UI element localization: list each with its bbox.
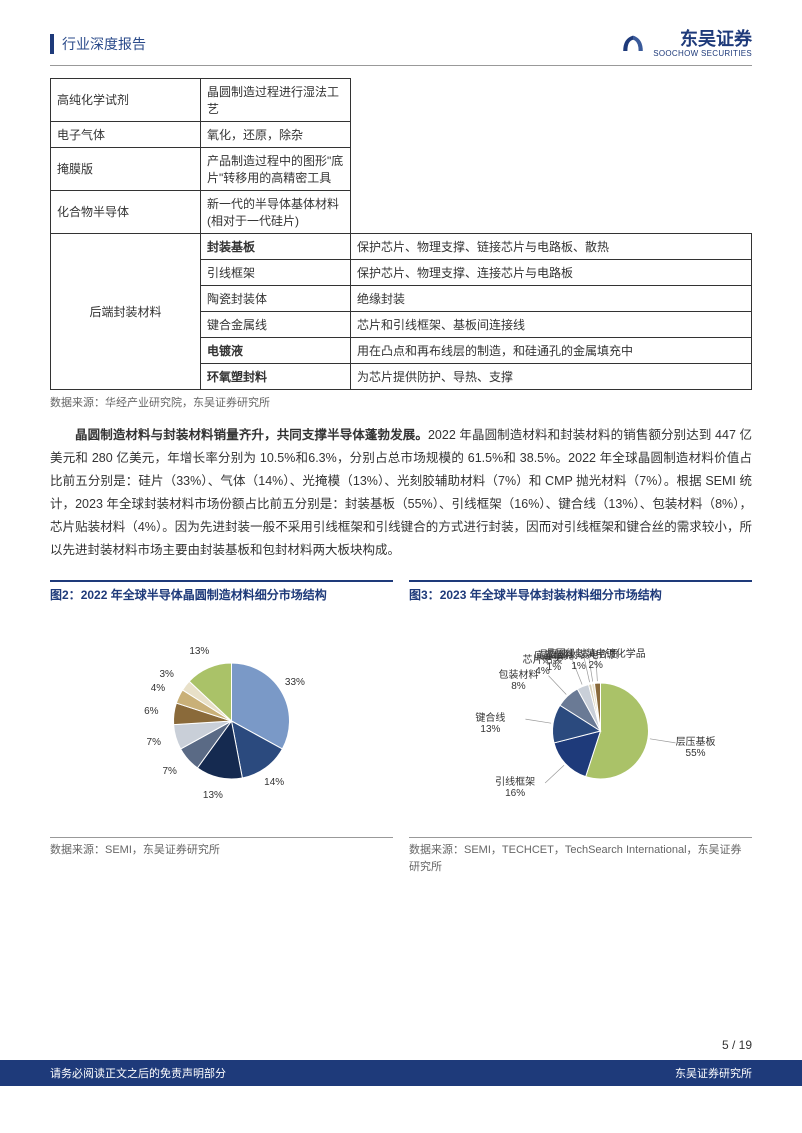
material-desc: 保护芯片、物理支撑、连接芯片与电路板	[351, 259, 752, 285]
pie-label: 6%	[144, 706, 158, 717]
pie-label: 13%	[189, 646, 209, 657]
pie-label: 引线框架16%	[495, 773, 535, 799]
material-desc: 绝缘封装	[351, 285, 752, 311]
chart3-area: 层压基板55%引线框架16%键合线13%包装材料8%芯片贴装4%底部填充1%晶圆…	[409, 611, 752, 831]
material-name: 电子气体	[51, 121, 201, 147]
material-desc: 新一代的半导体基体材料(相对于一代硅片)	[201, 190, 351, 233]
chart3-label: 图3：	[409, 588, 440, 602]
pie-label: 33%	[285, 677, 305, 688]
material-name: 掩膜版	[51, 147, 201, 190]
material-desc: 产品制造过程中的图形"底片"转移用的高精密工具	[201, 147, 351, 190]
chart2-column: 图2：2022 年全球半导体晶圆制造材料细分市场结构 33% 14% 13% 7% 7%…	[50, 580, 393, 875]
table-row: 掩膜版产品制造过程中的图形"底片"转移用的高精密工具	[51, 147, 752, 190]
material-desc: 芯片和引线框架、基板间连接线	[351, 311, 752, 337]
material-desc: 氧化，还原，除杂	[201, 121, 351, 147]
pie-label: 键合线13%	[475, 709, 505, 735]
material-name: 引线框架	[201, 259, 351, 285]
material-name: 环氧塑封料	[201, 363, 351, 389]
material-name: 电镀液	[201, 337, 351, 363]
chart2-area: 33% 14% 13% 7% 7% 6% 4% 3% 13%	[50, 611, 393, 831]
material-desc: 保护芯片、物理支撑、链接芯片与电路板、散热	[351, 233, 752, 259]
table-row: 高纯化学试剂晶圆制造过程进行湿法工艺	[51, 78, 752, 121]
table-source: 数据来源：华经产业研究院，东吴证券研究所	[50, 394, 752, 410]
material-desc: 用在凸点和再布线层的制造，和硅通孔的金属填充中	[351, 337, 752, 363]
page-number: 5 / 19	[722, 1038, 752, 1052]
category-cell: 后端封装材料	[51, 233, 201, 389]
pie-label: 3%	[159, 669, 173, 680]
material-name: 封装基板	[201, 233, 351, 259]
material-name: 化合物半导体	[51, 190, 201, 233]
pie-label: 13%	[203, 790, 223, 801]
logo-icon	[619, 30, 647, 58]
chart2-label: 图2：	[50, 588, 81, 602]
footer-bar: 请务必阅读正文之后的免责声明部分 东吴证券研究所	[0, 1060, 802, 1086]
material-name: 键合金属线	[201, 311, 351, 337]
pie-label: 晶圆级封装电镀化学品2%	[546, 645, 646, 671]
pie-label: 7%	[147, 737, 161, 748]
table-row: 后端封装材料封装基板保护芯片、物理支撑、链接芯片与电路板、散热	[51, 233, 752, 259]
doc-type: 行业深度报告	[50, 34, 146, 54]
chart3-title: 2023 年全球半导体封装材料细分市场结构	[440, 588, 662, 602]
table-row: 电子气体氧化，还原，除杂	[51, 121, 752, 147]
pie-chart	[409, 611, 752, 831]
material-name: 陶瓷封装体	[201, 285, 351, 311]
pie-label: 4%	[151, 683, 165, 694]
body-paragraph: 晶圆制造材料与封装材料销量齐升，共同支撑半导体蓬勃发展。2022 年晶圆制造材料…	[50, 424, 752, 563]
material-desc: 晶圆制造过程进行湿法工艺	[201, 78, 351, 121]
pie-label: 14%	[264, 777, 284, 788]
pie-label: 层压基板55%	[676, 733, 716, 759]
materials-table: 高纯化学试剂晶圆制造过程进行湿法工艺电子气体氧化，还原，除杂掩膜版产品制造过程中…	[50, 78, 752, 390]
footer-disclaimer: 请务必阅读正文之后的免责声明部分	[50, 1065, 226, 1081]
footer-company: 东吴证券研究所	[675, 1065, 752, 1081]
paragraph-body: 2022 年晶圆制造材料和封装材料的销售额分别达到 447 亿美元和 280 亿…	[50, 428, 752, 558]
page-header: 行业深度报告 东吴证券 SOOCHOW SECURITIES	[50, 30, 752, 66]
chart3-column: 图3：2023 年全球半导体封装材料细分市场结构 层压基板55% 引线框架16% 键…	[409, 580, 752, 875]
logo-cn: 东吴证券	[653, 30, 752, 50]
chart3-source: 数据来源：SEMI，TECHCET，TechSearch Internation…	[409, 842, 752, 875]
company-logo: 东吴证券 SOOCHOW SECURITIES	[619, 30, 752, 59]
pie-label: 7%	[162, 766, 176, 777]
paragraph-lead: 晶圆制造材料与封装材料销量齐升，共同支撑半导体蓬勃发展。	[75, 428, 428, 442]
material-desc: 为芯片提供防护、导热、支撑	[351, 363, 752, 389]
chart2-title: 2022 年全球半导体晶圆制造材料细分市场结构	[81, 588, 327, 602]
logo-en: SOOCHOW SECURITIES	[653, 50, 752, 59]
chart2-source: 数据来源：SEMI，东吴证券研究所	[50, 842, 393, 859]
material-name: 高纯化学试剂	[51, 78, 201, 121]
table-row: 化合物半导体新一代的半导体基体材料(相对于一代硅片)	[51, 190, 752, 233]
